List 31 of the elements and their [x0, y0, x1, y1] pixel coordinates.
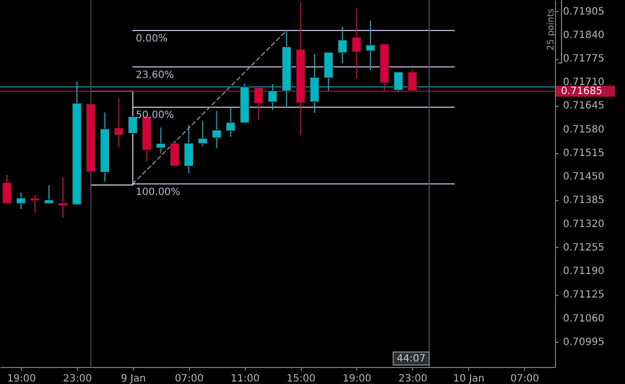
- y-tick-label: 0.71190: [563, 266, 604, 278]
- x-tick-label: 19:00: [7, 374, 36, 384]
- annotation: 44:07: [396, 354, 426, 364]
- y-tick-label: 0.71905: [563, 6, 604, 18]
- y-tick-label: 0.71840: [563, 30, 604, 41]
- x-tick-label: 9 Jan: [120, 374, 146, 384]
- annotation: 0.00%: [136, 34, 168, 45]
- annotation: 100.00%: [136, 186, 180, 198]
- y-tick-label: 0.71645: [563, 100, 604, 112]
- y-tick-label: 0.71255: [563, 242, 604, 254]
- ref-line-label: 0.71685: [561, 86, 602, 98]
- x-tick-label: 11:00: [230, 374, 260, 384]
- x-tick-label: 07:00: [174, 374, 204, 384]
- x-tick-label: 19:00: [342, 374, 372, 384]
- x-tick-label: 15:00: [286, 374, 316, 384]
- y-tick-label: 0.71320: [563, 218, 604, 230]
- y-tick-label: 0.71580: [563, 124, 604, 136]
- annotation: 23.60%: [136, 70, 174, 81]
- y-tick-label: 0.71515: [563, 148, 604, 159]
- y-tick-label: 0.71060: [563, 313, 604, 324]
- y-tick-label: 0.71385: [563, 195, 604, 206]
- y-tick-label: 0.70995: [563, 336, 604, 348]
- y-tick-label: 0.71450: [563, 172, 604, 183]
- x-tick-label: 07:00: [510, 374, 540, 384]
- annotation: 50.00%: [136, 110, 174, 122]
- annotation: 25 points: [546, 8, 558, 52]
- x-tick-label: 10 Jan: [453, 374, 484, 384]
- x-tick-label: 23:00: [62, 374, 92, 384]
- x-tick-label: 23:00: [398, 374, 428, 384]
- y-tick-label: 0.71125: [563, 290, 604, 301]
- y-tick-label: 0.71775: [563, 54, 604, 64]
